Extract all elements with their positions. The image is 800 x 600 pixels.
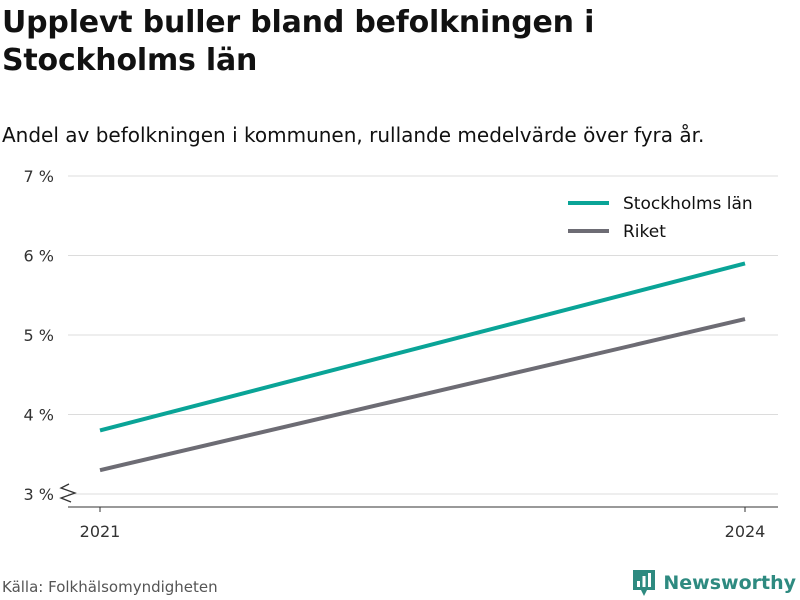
brand-name: Newsworthy [663,572,796,594]
y-tick-label: 5 % [24,326,54,345]
y-tick-label: 4 % [24,406,54,425]
series-line-riket [99,317,746,473]
y-tick-label: 7 % [24,167,54,186]
legend-label: Riket [623,222,666,242]
x-tick-label: 2021 [80,522,121,541]
y-tick-label: 3 % [24,485,54,504]
brand-logo: Newsworthy [631,568,796,598]
legend-label: Stockholms län [623,194,753,214]
chart-subtitle: Andel av befolkningen i kommunen, rullan… [2,123,705,147]
y-tick-label: 6 % [24,247,54,266]
x-tick-label: 2024 [725,522,766,541]
series-line-stockholms-län [99,261,746,433]
axis-break-icon [59,483,77,503]
bar-chart-speech-bubble-icon [633,570,656,596]
source-note: Källa: Folkhälsomyndigheten [2,578,218,596]
chart-title: Upplevt buller bland befolkningen i Stoc… [2,5,595,78]
